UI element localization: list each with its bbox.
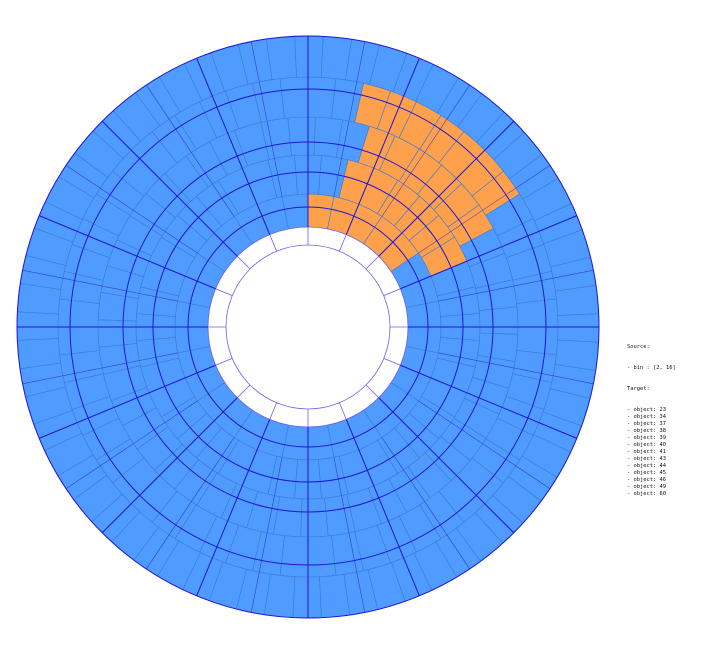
grid-spoke [101, 120, 238, 257]
grid-spoke-minor [146, 437, 235, 570]
legend-target-item: - object: 46 [627, 477, 666, 483]
bin-cell [307, 76, 337, 119]
hub-spoke [215, 358, 233, 366]
grid-spoke [196, 419, 271, 597]
hub-spoke [365, 256, 379, 270]
legend-target-item: - object: 49 [627, 484, 666, 490]
bin-cell [300, 497, 329, 538]
bin-cell [516, 298, 559, 328]
legend-target-item: - object: 43 [627, 456, 666, 462]
hub-spoke [237, 384, 251, 398]
bin-cell [287, 116, 316, 157]
legend-target-item: - object: 38 [627, 428, 666, 434]
grid-spoke [400, 364, 578, 439]
grid-spoke [38, 215, 216, 290]
grid-spoke [196, 57, 271, 235]
bin-cell [57, 326, 100, 356]
grid-spoke [378, 120, 515, 257]
hub-spoke [339, 402, 347, 420]
bin-cell [57, 298, 100, 328]
grid-spoke-minor [22, 352, 178, 385]
legend-target-item: - object: 45 [627, 470, 666, 476]
legend: Source: - bin : [2, 16] Target: - object… [627, 330, 707, 505]
hub-spoke [215, 288, 233, 296]
grid-spoke-minor [418, 400, 551, 489]
grid-spoke [378, 397, 515, 534]
legend-source-list: - bin : [2, 16] [627, 365, 707, 372]
grid-spoke [101, 397, 238, 534]
grid-spoke-minor [333, 457, 366, 613]
hub-spoke [237, 256, 251, 270]
bin-cell [516, 326, 559, 356]
grid-spoke-minor [381, 84, 470, 217]
legend-target-list: - object: 23- object: 34- object: 37- ob… [627, 407, 707, 498]
grid-spoke [400, 215, 578, 290]
grid-spoke-minor [65, 165, 198, 254]
inner-hub-circle [225, 244, 391, 410]
hub-spoke [383, 358, 401, 366]
grid-spoke-minor [333, 41, 366, 197]
bin-cell [97, 319, 138, 348]
legend-source-title: Source: [627, 344, 650, 350]
legend-target-item: - object: 39 [627, 435, 666, 441]
hub-spoke [365, 384, 379, 398]
bin-cell [478, 306, 519, 335]
bin-cell [307, 535, 337, 578]
bin-cell [294, 35, 324, 78]
grid-spoke-minor [22, 269, 178, 302]
grid-spoke-minor [438, 269, 594, 302]
grid-spoke [345, 419, 420, 597]
legend-target-item: - object: 37 [627, 421, 666, 427]
grid-spoke-minor [65, 400, 198, 489]
bin-cell [279, 535, 309, 578]
legend-target-item: - object: 23 [627, 407, 666, 413]
legend-target-item: - object: 60 [627, 491, 666, 497]
legend-target-title: Target: [627, 386, 650, 392]
grid-spoke-minor [146, 84, 235, 217]
grid-spoke-minor [250, 457, 283, 613]
grid-spoke [38, 364, 216, 439]
legend-target-item: - object: 34 [627, 414, 666, 420]
bin-cell [557, 313, 600, 343]
grid-spoke-minor [438, 352, 594, 385]
grid-spoke-minor [418, 165, 551, 254]
grid-spoke-minor [250, 41, 283, 197]
grid-spoke-minor [381, 437, 470, 570]
legend-target-item: - object: 41 [627, 449, 666, 455]
bin-cell [292, 576, 322, 619]
hub-spoke [339, 234, 347, 252]
hub-spoke [383, 288, 401, 296]
bin-cell [279, 76, 309, 119]
hub-spoke [269, 234, 277, 252]
grid-spoke [345, 57, 420, 235]
legend-target-item: - object: 40 [627, 442, 666, 448]
legend-source-item: - bin : [2, 16] [627, 365, 676, 371]
legend-target-item: - object: 44 [627, 463, 666, 469]
bin-cell [16, 311, 59, 341]
hub-spoke [269, 402, 277, 420]
